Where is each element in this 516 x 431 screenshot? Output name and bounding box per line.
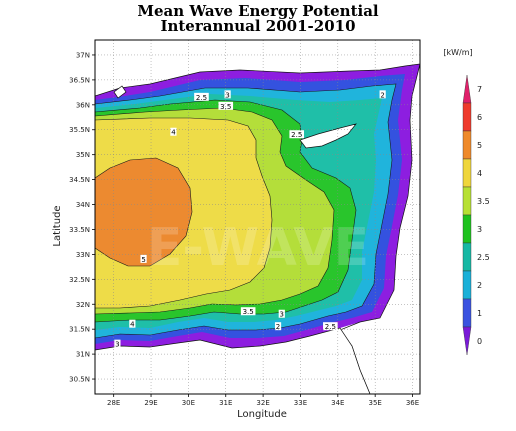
x-tick-label: 29E [144,399,157,407]
y-tick-label: 36N [76,101,90,109]
colorbar-label: 0 [477,337,482,346]
africa-landmass [95,327,371,394]
x-tick-label: 33E [294,399,307,407]
colorbar-label: 2 [477,281,482,290]
longitude-ticks: 28E 29E 30E 31E 32E 33E 34E 35E 36E [107,394,419,407]
contour-label-bg [240,307,256,316]
colorbar-segment [462,298,472,328]
graticule [95,40,420,394]
contour-label-bg [379,90,386,99]
colorbar-segment [462,158,472,188]
contour-label: 2.5 [325,323,336,331]
contour-label: 3 [280,311,284,319]
colorbar-segment [462,326,472,356]
x-tick-label: 34E [331,399,344,407]
contour-label: 3 [225,91,229,99]
y-tick-label: 35N [76,151,90,159]
colorbar-segment [462,270,472,300]
x-tick-label: 32E [256,399,269,407]
y-tick-label: 31N [76,351,90,359]
contour-line [95,157,193,267]
colorbar-segment [462,186,472,216]
colorbar-label: 1 [477,309,482,318]
y-tick-label: 30.5N [69,376,90,384]
contour-line [95,83,397,339]
colorbar-label: 7 [477,85,482,94]
contour-label: 4 [171,129,176,137]
colorbar-segment [462,130,472,160]
contour-label-bg [274,322,282,331]
map-frame [94,39,421,395]
y-tick-label: 34.5N [69,176,90,184]
contour-line [95,99,357,323]
contour-label-bg [278,309,285,318]
contour-label-bg [289,130,305,139]
contour-label-bg [194,92,209,101]
contour-lines [95,83,397,339]
contour-label: 2.5 [291,131,302,139]
coastline [95,40,420,394]
rhodes-island [113,85,127,99]
cyprus-island [299,123,357,149]
map-title: Mean Wave Energy Potential [137,2,379,20]
colorbar-segment [462,74,472,104]
contour-label: 4 [130,321,135,329]
colorbar-label: 4 [477,169,482,178]
y-tick-label: 31.5N [69,326,90,334]
y-tick-label: 33N [76,251,90,259]
y-tick-label: 34N [76,201,90,209]
contour-line [95,117,273,309]
colorbar-segment [462,214,472,244]
colorbar-labels: 7 6 5 4 3.5 3 2.5 2 1 0 [477,85,490,346]
x-axis-label: Longitude [237,409,287,420]
x-tick-label: 36E [406,399,419,407]
colorbar-segment [462,242,472,272]
y-tick-label: 35.5N [69,126,90,134]
contour-label: 3 [115,341,119,349]
contour-label-bg [323,322,338,331]
y-tick-label: 37N [76,51,90,59]
colorbar-unit: [kW/m] [443,48,472,57]
y-tick-label: 32.5N [69,276,90,284]
x-tick-label: 31E [219,399,232,407]
y-tick-label: 32N [76,301,90,309]
colorbar-label: 3.5 [477,197,490,206]
contour-label-bg [224,90,231,99]
x-tick-label: 30E [182,399,195,407]
x-tick-label: 28E [107,399,120,407]
contour-label: 2 [380,91,384,99]
colorbar-segment [462,102,472,132]
contour-label: 2.5 [196,94,207,102]
y-tick-label: 33.5N [69,226,90,234]
x-tick-label: 35E [369,399,382,407]
contour-line [95,107,335,315]
contour-label: 5 [141,256,145,264]
contour-label-bg [129,319,136,328]
contour-label: 3.5 [243,308,254,316]
watermark: E-WAVE [147,218,369,278]
colorbar-label: 6 [477,113,482,122]
contour-label-bg [218,101,234,110]
contour-label: 2 [276,323,280,331]
colorbar-label: 5 [477,141,482,150]
map-subtitle: Interannual 2001-2010 [160,17,356,35]
colorbar [462,74,472,356]
contour-label-bg [114,339,121,348]
y-axis-label: Latitude [52,205,63,246]
y-tick-label: 36.5N [69,76,90,84]
contour-label-bg [170,127,177,136]
colorbar-label: 2.5 [477,253,490,262]
colorbar-label: 3 [477,225,482,234]
contour-label-bg [140,254,147,263]
band-orange [95,158,192,266]
latitude-ticks: 37N 36.5N 36N 35.5N 35N 34.5N 34N 33.5N 33N 32.5N… [69,51,95,384]
